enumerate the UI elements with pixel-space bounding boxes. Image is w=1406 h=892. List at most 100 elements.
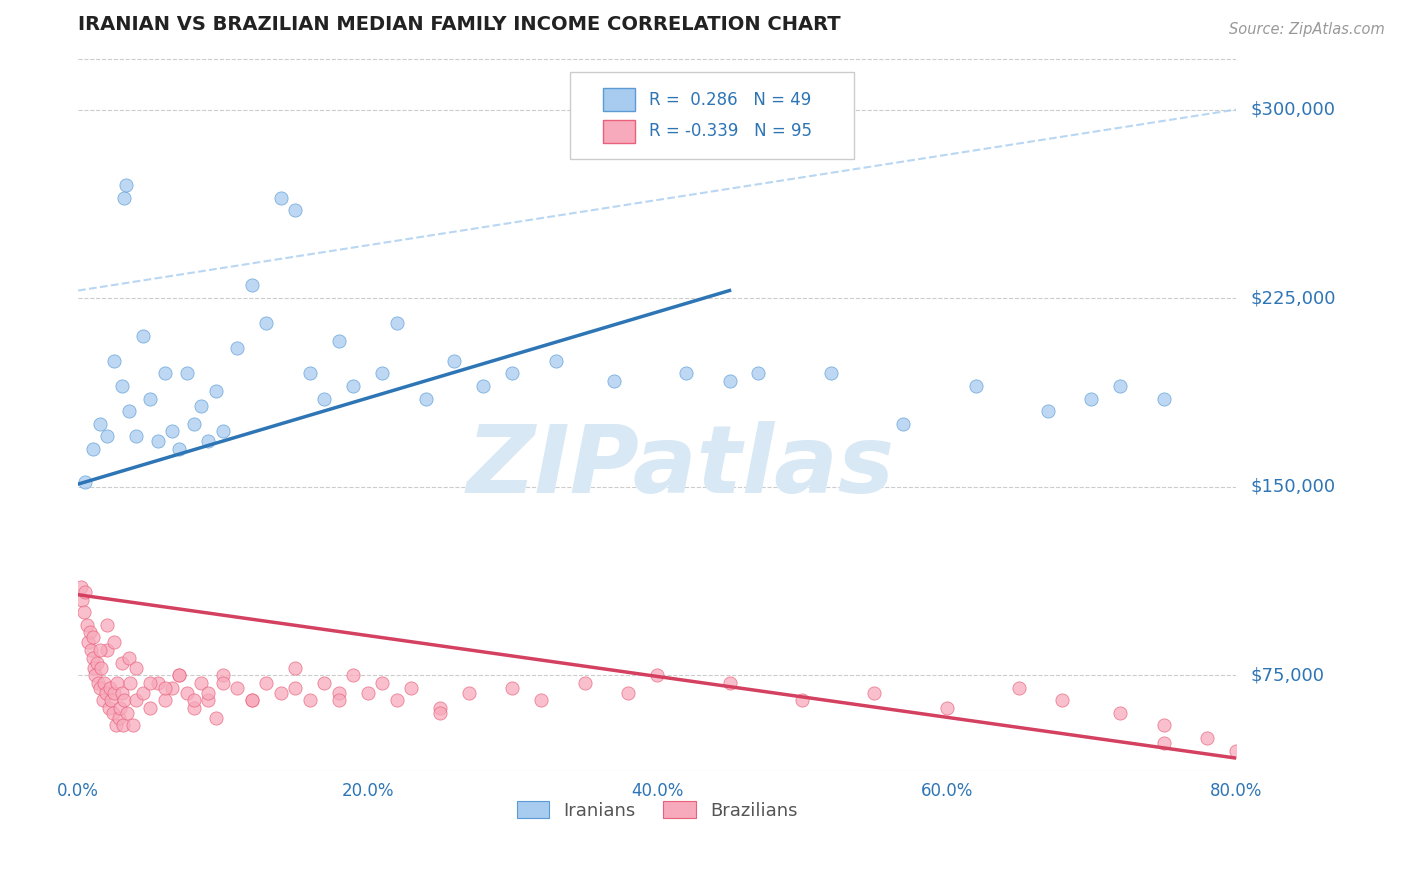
Point — [153, 367, 176, 381]
Point — [115, 178, 138, 192]
Point — [153, 693, 176, 707]
Point — [169, 668, 191, 682]
Point — [544, 354, 567, 368]
Point — [501, 367, 523, 381]
Point — [284, 203, 307, 218]
Text: IRANIAN VS BRAZILIAN MEDIAN FAMILY INCOME CORRELATION CHART: IRANIAN VS BRAZILIAN MEDIAN FAMILY INCOM… — [79, 15, 841, 34]
Point — [891, 417, 914, 431]
Point — [458, 686, 481, 700]
Point — [90, 660, 112, 674]
Text: R =  0.286   N = 49: R = 0.286 N = 49 — [650, 90, 811, 109]
Point — [226, 342, 249, 356]
Point — [190, 675, 212, 690]
Point — [110, 656, 132, 670]
Point — [103, 635, 125, 649]
Point — [385, 693, 408, 707]
Point — [935, 701, 957, 715]
Point — [93, 675, 115, 690]
Point — [204, 384, 226, 398]
Point — [415, 392, 437, 406]
Point — [97, 701, 120, 715]
FancyBboxPatch shape — [571, 72, 853, 159]
Point — [1153, 718, 1175, 732]
Point — [118, 404, 141, 418]
Point — [83, 660, 105, 674]
Point — [139, 675, 162, 690]
Point — [472, 379, 495, 393]
Point — [328, 693, 350, 707]
Point — [75, 475, 97, 489]
Point — [790, 693, 813, 707]
Point — [72, 592, 94, 607]
Point — [314, 675, 336, 690]
Point — [76, 618, 98, 632]
Point — [371, 367, 394, 381]
Point — [96, 643, 118, 657]
Text: $225,000: $225,000 — [1250, 289, 1336, 307]
Point — [197, 693, 219, 707]
Point — [212, 668, 235, 682]
Point — [89, 417, 111, 431]
Point — [91, 693, 114, 707]
Point — [108, 701, 131, 715]
Point — [328, 686, 350, 700]
Point — [111, 718, 134, 732]
Point — [153, 681, 176, 695]
Text: $300,000: $300,000 — [1250, 101, 1336, 119]
Legend: Iranians, Brazilians: Iranians, Brazilians — [509, 794, 804, 827]
Point — [87, 675, 110, 690]
Point — [240, 278, 263, 293]
Point — [70, 580, 93, 594]
Point — [1197, 731, 1219, 745]
Text: $75,000: $75,000 — [1250, 666, 1324, 684]
Point — [197, 434, 219, 449]
Point — [1109, 706, 1132, 720]
Point — [284, 681, 307, 695]
Point — [105, 675, 128, 690]
Point — [226, 681, 249, 695]
Point — [240, 693, 263, 707]
Point — [176, 686, 198, 700]
Point — [114, 693, 136, 707]
Point — [96, 429, 118, 443]
Point — [254, 675, 277, 690]
Point — [1109, 379, 1132, 393]
Point — [747, 367, 769, 381]
Point — [82, 442, 104, 456]
Point — [270, 190, 292, 204]
Point — [212, 675, 235, 690]
Point — [104, 718, 127, 732]
Point — [1036, 404, 1059, 418]
Point — [429, 706, 451, 720]
Point — [603, 374, 626, 388]
Point — [718, 374, 741, 388]
Point — [89, 681, 111, 695]
Point — [298, 693, 321, 707]
Text: ZIPatlas: ZIPatlas — [467, 421, 894, 513]
Point — [160, 425, 183, 439]
Point — [190, 399, 212, 413]
Point — [98, 681, 121, 695]
Point — [718, 675, 741, 690]
Point — [443, 354, 465, 368]
Point — [86, 656, 108, 670]
Point — [118, 650, 141, 665]
Point — [1080, 392, 1102, 406]
Point — [160, 681, 183, 695]
Point — [270, 686, 292, 700]
Point — [101, 706, 124, 720]
Point — [84, 668, 107, 682]
Point — [120, 675, 142, 690]
Point — [80, 643, 103, 657]
Point — [176, 367, 198, 381]
Point — [82, 650, 104, 665]
Point — [356, 686, 378, 700]
Point — [146, 434, 169, 449]
FancyBboxPatch shape — [603, 120, 636, 143]
Point — [204, 711, 226, 725]
Point — [169, 442, 191, 456]
Point — [342, 379, 364, 393]
Point — [240, 693, 263, 707]
Point — [183, 693, 205, 707]
Point — [103, 354, 125, 368]
